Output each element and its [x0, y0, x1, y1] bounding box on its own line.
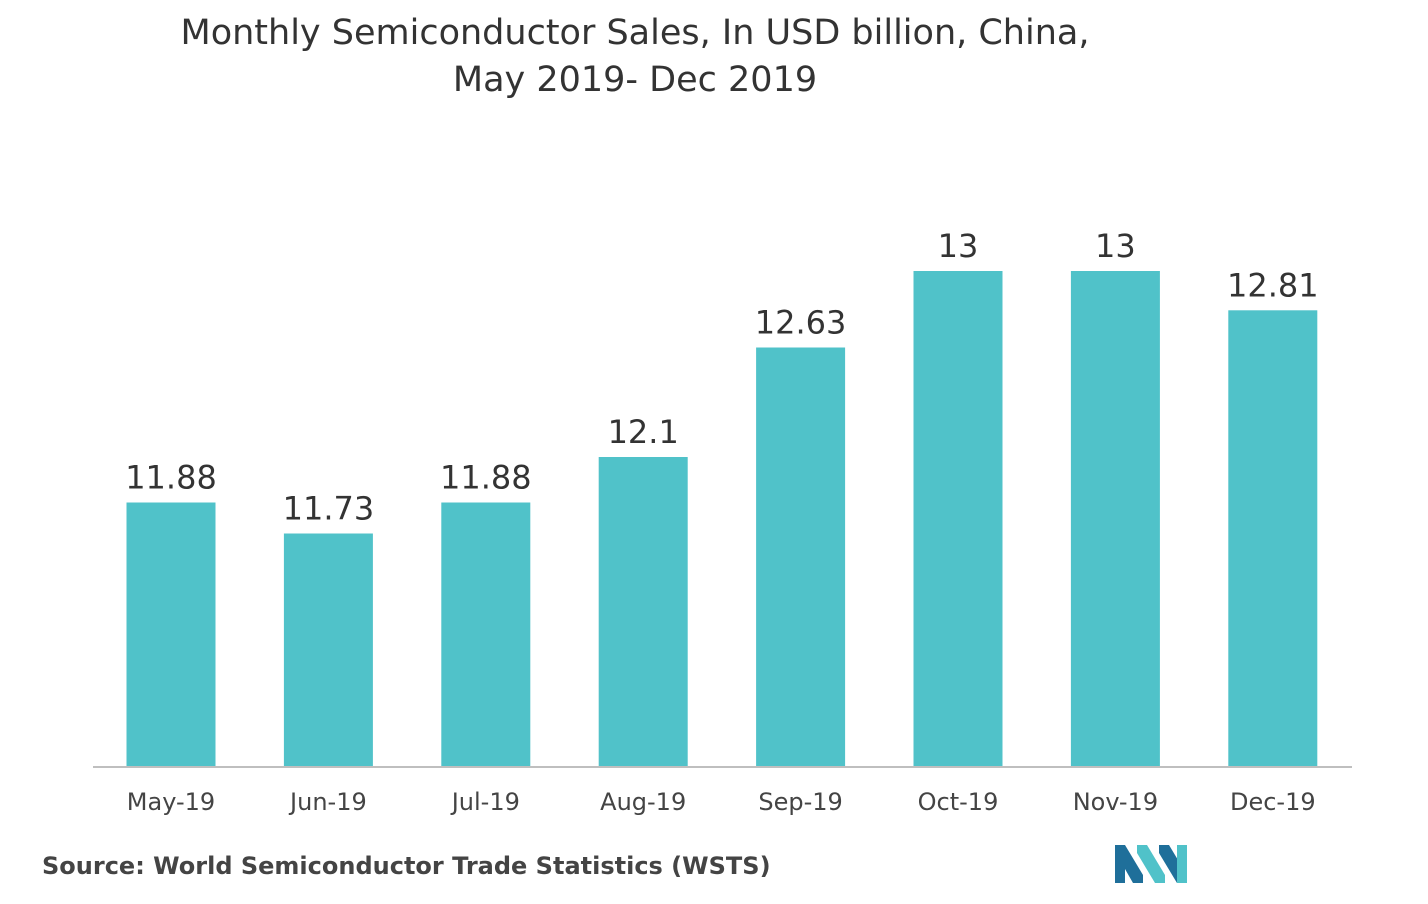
value-label: 11.88 [440, 459, 532, 497]
value-labels-group: 11.88 11.73 11.88 12.1 12.63 13 13 12.81 [125, 227, 1318, 528]
bar-dec-19 [1228, 310, 1318, 767]
company-logo-icon [1115, 845, 1187, 883]
bar-nov-19 [1070, 271, 1160, 767]
chart-title-line-2: May 2019- Dec 2019 [452, 60, 818, 100]
value-label: 11.73 [283, 490, 375, 528]
x-tick-label: Sep-19 [758, 788, 842, 816]
value-label: 11.88 [125, 459, 217, 497]
x-tick-label: Oct-19 [918, 788, 999, 816]
x-tick-labels: May-19 Jun-19 Jul-19 Aug-19 Sep-19 Oct-19 Nov-… [127, 788, 1316, 816]
x-tick-label: Dec-19 [1230, 788, 1316, 816]
value-label: 12.1 [608, 413, 679, 451]
source-prefix: Source: [42, 852, 145, 880]
value-label: 12.81 [1227, 266, 1319, 304]
bar-jul-19 [441, 502, 531, 767]
x-tick-label: Nov-19 [1073, 788, 1158, 816]
bars-group [126, 271, 1318, 767]
bar-aug-19 [598, 457, 688, 767]
value-label: 13 [938, 227, 979, 265]
bar-may-19 [126, 502, 216, 767]
x-tick-label: Jul-19 [450, 788, 520, 816]
x-tick-label: Jun-19 [288, 788, 367, 816]
x-tick-label: Aug-19 [600, 788, 686, 816]
chart-title-line-1: Monthly Semiconductor Sales, In USD bill… [180, 13, 1090, 53]
value-label: 12.63 [755, 304, 847, 342]
bar-oct-19 [913, 271, 1003, 767]
logo-right-post [1177, 845, 1187, 883]
bar-sep-19 [756, 347, 846, 767]
logo-middle-stroke [1137, 845, 1165, 883]
x-tick-label: May-19 [127, 788, 215, 816]
source-text: World Semiconductor Trade Statistics (WS… [153, 852, 771, 880]
source-note: Source: World Semiconductor Trade Statis… [42, 852, 771, 880]
value-label: 13 [1095, 227, 1136, 265]
bar-jun-19 [283, 533, 373, 767]
chart-title: Monthly Semiconductor Sales, In USD bill… [0, 10, 1270, 104]
logo-left-stroke [1115, 845, 1143, 883]
